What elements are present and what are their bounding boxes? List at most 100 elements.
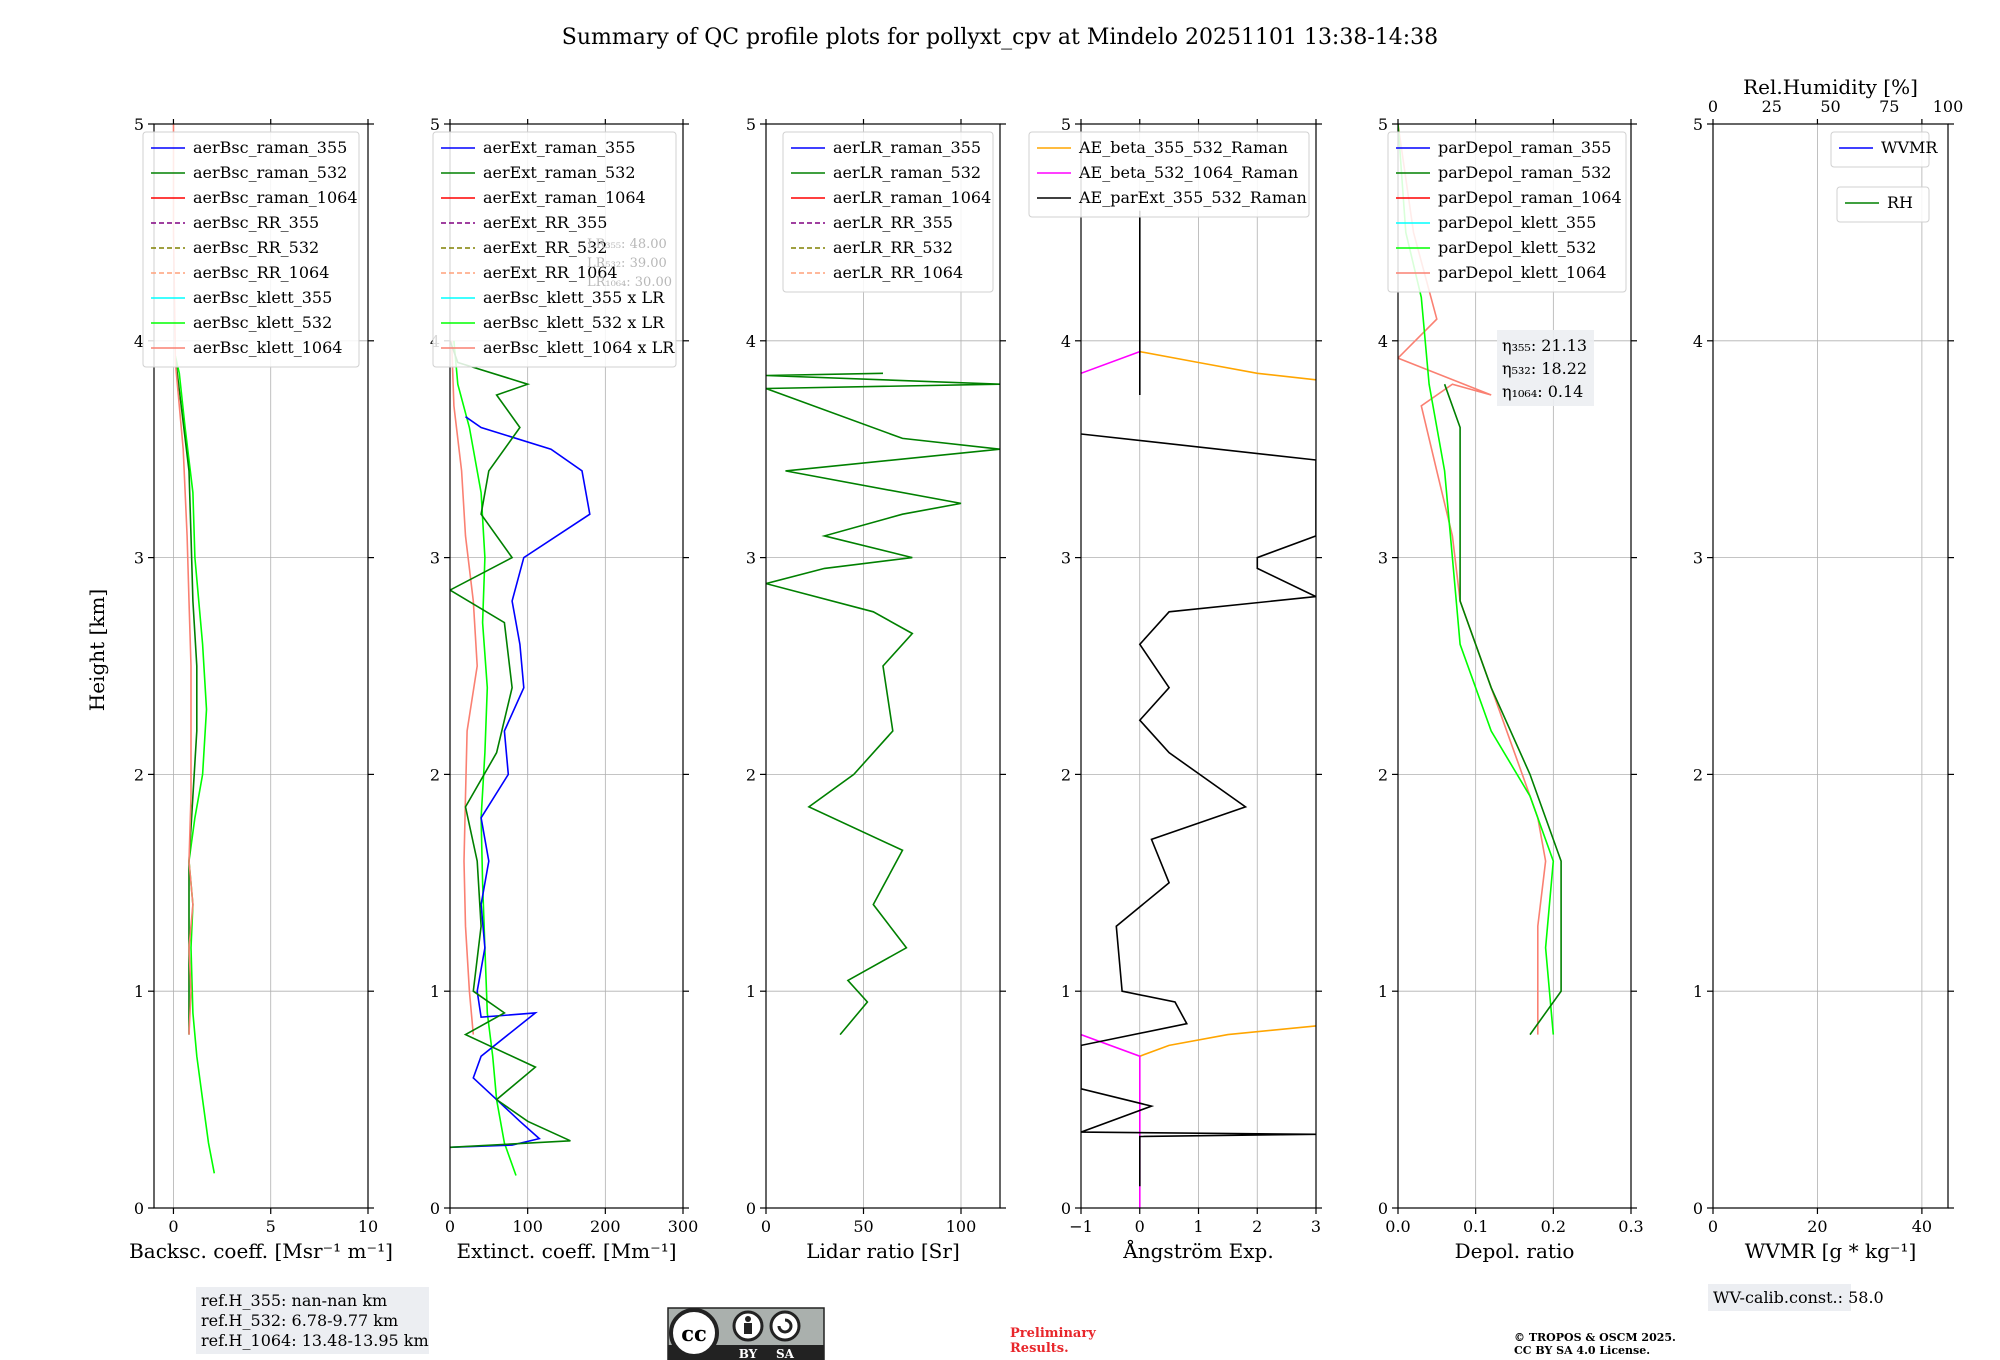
y-tick-label: 3 [1693,549,1703,568]
series-group [1081,210,1316,1208]
x-tick-label: 100 [946,1217,977,1236]
x-tick-label: 40 [1912,1217,1932,1236]
y-tick-label: 2 [1693,765,1703,784]
cc-sa-label: SA [776,1347,795,1360]
y-tick-label: 1 [1061,982,1071,1001]
legend-label: parDepol_klett_532 [1438,238,1596,257]
legend-label: aerLR_raman_1064 [833,188,991,207]
legend-label: aerLR_raman_532 [833,163,981,182]
x-axis-label: Lidar ratio [Sr] [806,1239,960,1263]
x-tick-label: 10 [358,1217,378,1236]
legend-ae: AE_beta_355_532_Raman AE_beta_532_1064_Ra… [1028,131,1310,218]
y-tick-label: 2 [1061,765,1071,784]
legend-label: aerExt_RR_1064 [483,263,618,282]
y-tick-label: 1 [1693,982,1703,1001]
y-axis-label: Height [km] [85,589,109,711]
axes-frame [1397,123,1632,1209]
series-AE_beta_355_532_Raman-upper [1139,350,1316,381]
y-tick-label: 5 [746,115,756,134]
y-tick-label: 0 [430,1199,440,1218]
legend-label: aerExt_RR_355 [483,213,607,232]
top-tick-label: 0 [1708,97,1718,116]
legend-box [142,131,360,368]
cc-icon [669,1308,719,1358]
series-group [450,340,591,1176]
legend-box [1028,131,1310,218]
x-tick-label: 2 [1252,1217,1262,1236]
x-tick-label: 0.2 [1541,1217,1566,1236]
x-axis-label: Ångström Exp. [1122,1238,1273,1263]
x-tick-label: 0 [1135,1217,1145,1236]
y-tick-label: 3 [430,549,440,568]
legend-label: parDepol_klett_355 [1438,213,1596,232]
legend-label: AE_parExt_355_532_Raman [1078,188,1307,207]
y-tick-label: 0 [134,1199,144,1218]
eta-annotation: η₁₀₆₄: 0.14 [1502,382,1583,401]
legend-label: parDepol_raman_355 [1438,138,1611,157]
y-tick-label: 5 [1693,115,1703,134]
series-AE_beta_532_1064_Raman-upper [1081,350,1141,375]
legend-box [1836,186,1930,223]
y-tick-label: 0 [746,1199,756,1218]
figure-title: Summary of QC profile plots for pollyxt_… [562,25,1438,50]
axes-frame [765,123,1001,1209]
y-tick-label: 3 [1378,549,1388,568]
legend-label: aerBsc_raman_355 [193,138,347,157]
legend-label: aerExt_raman_1064 [483,188,646,207]
y-tick-label: 1 [1378,982,1388,1001]
legend-label: RH [1887,193,1913,212]
legend-ext: aerExt_raman_355 aerExt_raman_532 aerExt_r… [432,131,677,368]
series-aerBsc_klett_1064-x-LR [450,340,479,1035]
legend-label: parDepol_klett_1064 [1438,263,1607,282]
y-tick-label: 5 [1061,115,1071,134]
legend-wv: WVMR [1830,131,1938,168]
legend-label: aerBsc_RR_1064 [193,263,329,282]
legend-label: WVMR [1881,138,1938,157]
panel-bsc: 0 5 10 0 1 2 3 4 5 Backsc. coeff. [Msr⁻¹ m⁻¹] aerB… [129,115,429,1354]
cc-icon-label: cc [681,1321,707,1346]
calib-box [1708,1284,1851,1311]
ref-box [196,1287,429,1354]
x-tick-label: 0 [168,1217,178,1236]
series-group [766,372,1000,1036]
legend-label: aerLR_RR_532 [833,238,953,257]
preliminary-line2: Results. [1010,1341,1069,1356]
cc-by-label: BY [739,1347,758,1360]
eta-annotation: η₅₃₂: 18.22 [1502,359,1587,378]
legend-lr: aerLR_raman_355 aerLR_raman_532 aerLR_rama… [782,131,994,293]
legend-label: aerBsc_klett_532 x LR [483,313,665,332]
x-tick-label: 0.0 [1385,1217,1410,1236]
legend-box [1830,131,1930,168]
y-tick-label: 5 [430,115,440,134]
copyright-line1: © TROPOS & OSCM 2025. [1514,1331,1676,1344]
legend-bsc: aerBsc_raman_355 aerBsc_raman_532 aerBsc_r… [142,131,360,368]
legend-label: aerExt_raman_532 [483,163,636,182]
legend-box [432,131,677,368]
legend-label: aerLR_raman_355 [833,138,981,157]
x-tick-label: 50 [853,1217,873,1236]
lr-annotation: LR₁₀₆₄: 30.00 [587,275,672,290]
y-tick-label: 4 [1378,332,1388,351]
cc-license-badge[interactable]: cc BY SA [667,1307,825,1360]
axes-frame [1712,123,1949,1209]
legend-label: aerBsc_raman_532 [193,163,347,182]
eta-annotation: η₃₅₅: 21.13 [1502,336,1587,355]
top-tick-label: 25 [1762,97,1782,116]
top-tick-label: 100 [1933,97,1964,116]
legend-label: AE_beta_532_1064_Raman [1078,163,1298,182]
preliminary-line1: Preliminary [1010,1326,1096,1341]
ref-annotation: ref.H_532: 6.78-9.77 km [201,1311,398,1330]
y-tick-label: 2 [134,765,144,784]
copyright-line2: CC BY SA 4.0 License. [1514,1344,1650,1357]
x-tick-label: 100 [512,1217,543,1236]
x-tick-label: −1 [1069,1217,1093,1236]
y-tick-label: 1 [746,982,756,1001]
axes-frame [153,123,369,1209]
legend-label: AE_beta_355_532_Raman [1078,138,1288,157]
y-tick-label: 3 [746,549,756,568]
series-aerBsc_klett_532 [174,355,216,1174]
x-tick-label: 0.1 [1463,1217,1488,1236]
